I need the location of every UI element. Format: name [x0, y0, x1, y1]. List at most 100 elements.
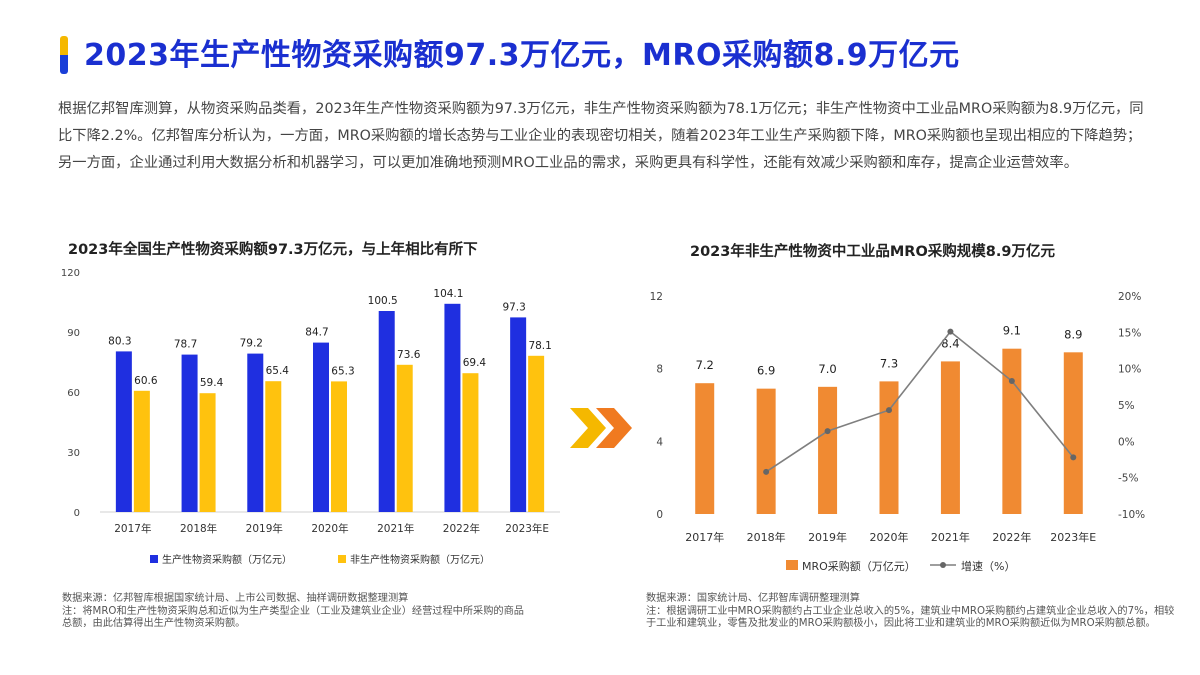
- right-bar-label-3: 7.3: [880, 356, 898, 370]
- left-bar-s0-5: [444, 303, 461, 512]
- right-y2-tick-0: -10%: [1118, 509, 1145, 521]
- right-x-tick-2: 2019年: [808, 530, 847, 544]
- right-x-tick-0: 2017年: [685, 530, 724, 544]
- left-y-tick-3: 90: [67, 328, 80, 339]
- right-bar-label-2: 7.0: [818, 362, 836, 376]
- left-bar-s1-3: [331, 381, 347, 512]
- right-bar-label-1: 6.9: [757, 364, 775, 378]
- right-source-note: 数据来源：国家统计局、亿邦智库调研整理测算 注：根据调研工业中MRO采购额约占工业…: [646, 593, 1176, 631]
- left-note-line-0: 数据来源：亿邦智库根据国家统计局、上市公司数据、抽样调研数据整理测算: [62, 593, 409, 604]
- right-growth-point-1: [763, 468, 770, 475]
- right-chart-title: 2023年非生产性物资中工业品MRO采购规模8.9万亿元: [690, 244, 1055, 260]
- left-bar-s1-1: [199, 393, 216, 512]
- left-bar-s0-6: [510, 317, 527, 512]
- right-growth-point-5: [1008, 378, 1015, 385]
- right-legend-label-0: MRO采购额（万亿元）: [802, 559, 916, 573]
- left-label-s0-3: 84.7: [305, 327, 328, 339]
- left-legend-label-1: 非生产性物资采购额（万亿元）: [350, 553, 490, 566]
- left-chart-title: 2023年全国生产性物资采购额97.3万亿元，与上年相比有所下: [68, 242, 478, 258]
- left-x-tick-1: 2018年: [180, 522, 217, 535]
- left-label-s0-6: 97.3: [502, 301, 525, 313]
- right-y-tick-1: 4: [656, 436, 663, 448]
- right-bar-1: [756, 388, 776, 514]
- right-bar-6: [1063, 352, 1083, 514]
- right-bar-0: [695, 383, 715, 514]
- left-label-s1-5: 69.4: [463, 357, 487, 369]
- right-bar-2: [818, 386, 838, 514]
- right-bar-3: [879, 381, 899, 514]
- left-bar-s1-0: [133, 390, 150, 512]
- left-label-s0-0: 80.3: [108, 335, 131, 347]
- left-legend-swatch-1: [338, 555, 346, 563]
- right-combo-chart: 0 4 8 12 -10% -5% 0% 5% 10% 15% 20% 7.2 2017年 6.9 2018…: [650, 291, 1146, 573]
- left-y-tick-2: 60: [67, 388, 80, 399]
- left-bar-s0-1: [181, 354, 198, 512]
- right-y2-tick-6: 20%: [1118, 291, 1141, 303]
- right-growth-point-4: [947, 328, 954, 335]
- left-bar-s1-5: [462, 373, 479, 512]
- left-label-s1-6: 78.1: [528, 340, 551, 352]
- right-bar-4: [940, 361, 960, 514]
- title-accent-bar: [60, 36, 68, 74]
- right-growth-point-6: [1070, 454, 1077, 461]
- left-y-tick-1: 30: [67, 448, 80, 459]
- right-legend-marker-1: [940, 562, 946, 568]
- right-growth-line: [765, 330, 1074, 473]
- right-y2-tick-1: -5%: [1118, 473, 1138, 485]
- left-y-tick-4: 120: [61, 268, 80, 279]
- left-bar-chart: 0 30 60 90 120 80.3 60.6 2017年 78.7 59.4 2018年 79.2…: [61, 268, 560, 566]
- right-bar-label-6: 8.9: [1064, 327, 1082, 341]
- left-x-tick-2: 2019年: [246, 522, 283, 535]
- left-label-s1-2: 65.4: [266, 365, 290, 377]
- left-label-s1-0: 60.6: [134, 375, 158, 387]
- right-x-tick-4: 2021年: [931, 530, 970, 544]
- right-x-tick-1: 2018年: [747, 530, 786, 544]
- right-growth-point-2: [824, 428, 831, 435]
- left-bar-s0-3: [313, 342, 329, 512]
- double-chevron-arrow-icon: [570, 408, 632, 448]
- right-bar-label-0: 7.2: [696, 358, 714, 372]
- right-y2-tick-5: 15%: [1118, 327, 1141, 339]
- right-y2-tick-3: 5%: [1118, 400, 1135, 412]
- right-bar-5: [1002, 348, 1022, 514]
- page-title: 2023年生产性物资采购额97.3万亿元，MRO采购额8.9万亿元: [84, 38, 960, 73]
- right-bar-label-5: 9.1: [1003, 324, 1021, 338]
- right-x-tick-3: 2020年: [870, 530, 909, 544]
- right-legend-label-1: 增速（%）: [961, 559, 1015, 573]
- summary-paragraph: 根据亿邦智库测算，从物资采购品类看，2023年生产性物资采购额为97.3万亿元，…: [58, 101, 1144, 171]
- left-label-s0-5: 104.1: [433, 288, 463, 300]
- left-bar-s1-4: [396, 364, 413, 512]
- right-legend-swatch-0: [786, 560, 798, 570]
- right-x-tick-6: 2023年E: [1050, 530, 1096, 544]
- right-y-tick-0: 0: [656, 509, 663, 521]
- right-y2-tick-2: 0%: [1118, 436, 1135, 448]
- right-growth-point-3: [886, 407, 892, 414]
- left-bar-s0-0: [115, 351, 132, 512]
- right-y-tick-2: 8: [656, 364, 663, 376]
- left-x-tick-6: 2023年E: [505, 522, 549, 535]
- right-y-tick-3: 12: [650, 291, 663, 303]
- left-x-tick-5: 2022年: [443, 522, 480, 535]
- left-x-tick-3: 2020年: [311, 522, 348, 535]
- right-y2-tick-4: 10%: [1118, 364, 1141, 376]
- left-bar-s1-2: [265, 381, 282, 512]
- left-bar-s1-6: [528, 355, 545, 512]
- left-label-s1-1: 59.4: [200, 377, 224, 389]
- left-legend-label-0: 生产性物资采购额（万亿元）: [162, 553, 292, 566]
- right-bar-label-4: 8.4: [941, 336, 959, 350]
- left-label-s0-2: 79.2: [240, 338, 263, 350]
- left-label-s1-4: 73.6: [397, 349, 421, 361]
- left-label-s0-4: 100.5: [368, 295, 398, 307]
- right-x-tick-5: 2022年: [992, 530, 1031, 544]
- right-note-line-1: 注：根据调研工业中MRO采购额约占工业企业总收入的5%，建筑业中MRO采购额约占…: [646, 605, 1175, 630]
- left-label-s0-1: 78.7: [174, 339, 197, 351]
- left-legend-swatch-0: [150, 555, 158, 563]
- left-source-note: 数据来源：亿邦智库根据国家统计局、上市公司数据、抽样调研数据整理测算 注：将MRO…: [62, 593, 527, 631]
- left-label-s1-3: 65.3: [331, 365, 354, 377]
- left-x-tick-4: 2021年: [377, 522, 414, 535]
- left-y-tick-0: 0: [74, 508, 80, 519]
- right-note-line-0: 数据来源：国家统计局、亿邦智库调研整理测算: [646, 593, 860, 604]
- left-x-tick-0: 2017年: [114, 522, 151, 535]
- left-bar-s0-4: [378, 311, 395, 512]
- left-note-line-1: 注：将MRO和生产性物资采购总和近似为生产类型企业（工业及建筑业企业）经营过程中…: [62, 605, 524, 630]
